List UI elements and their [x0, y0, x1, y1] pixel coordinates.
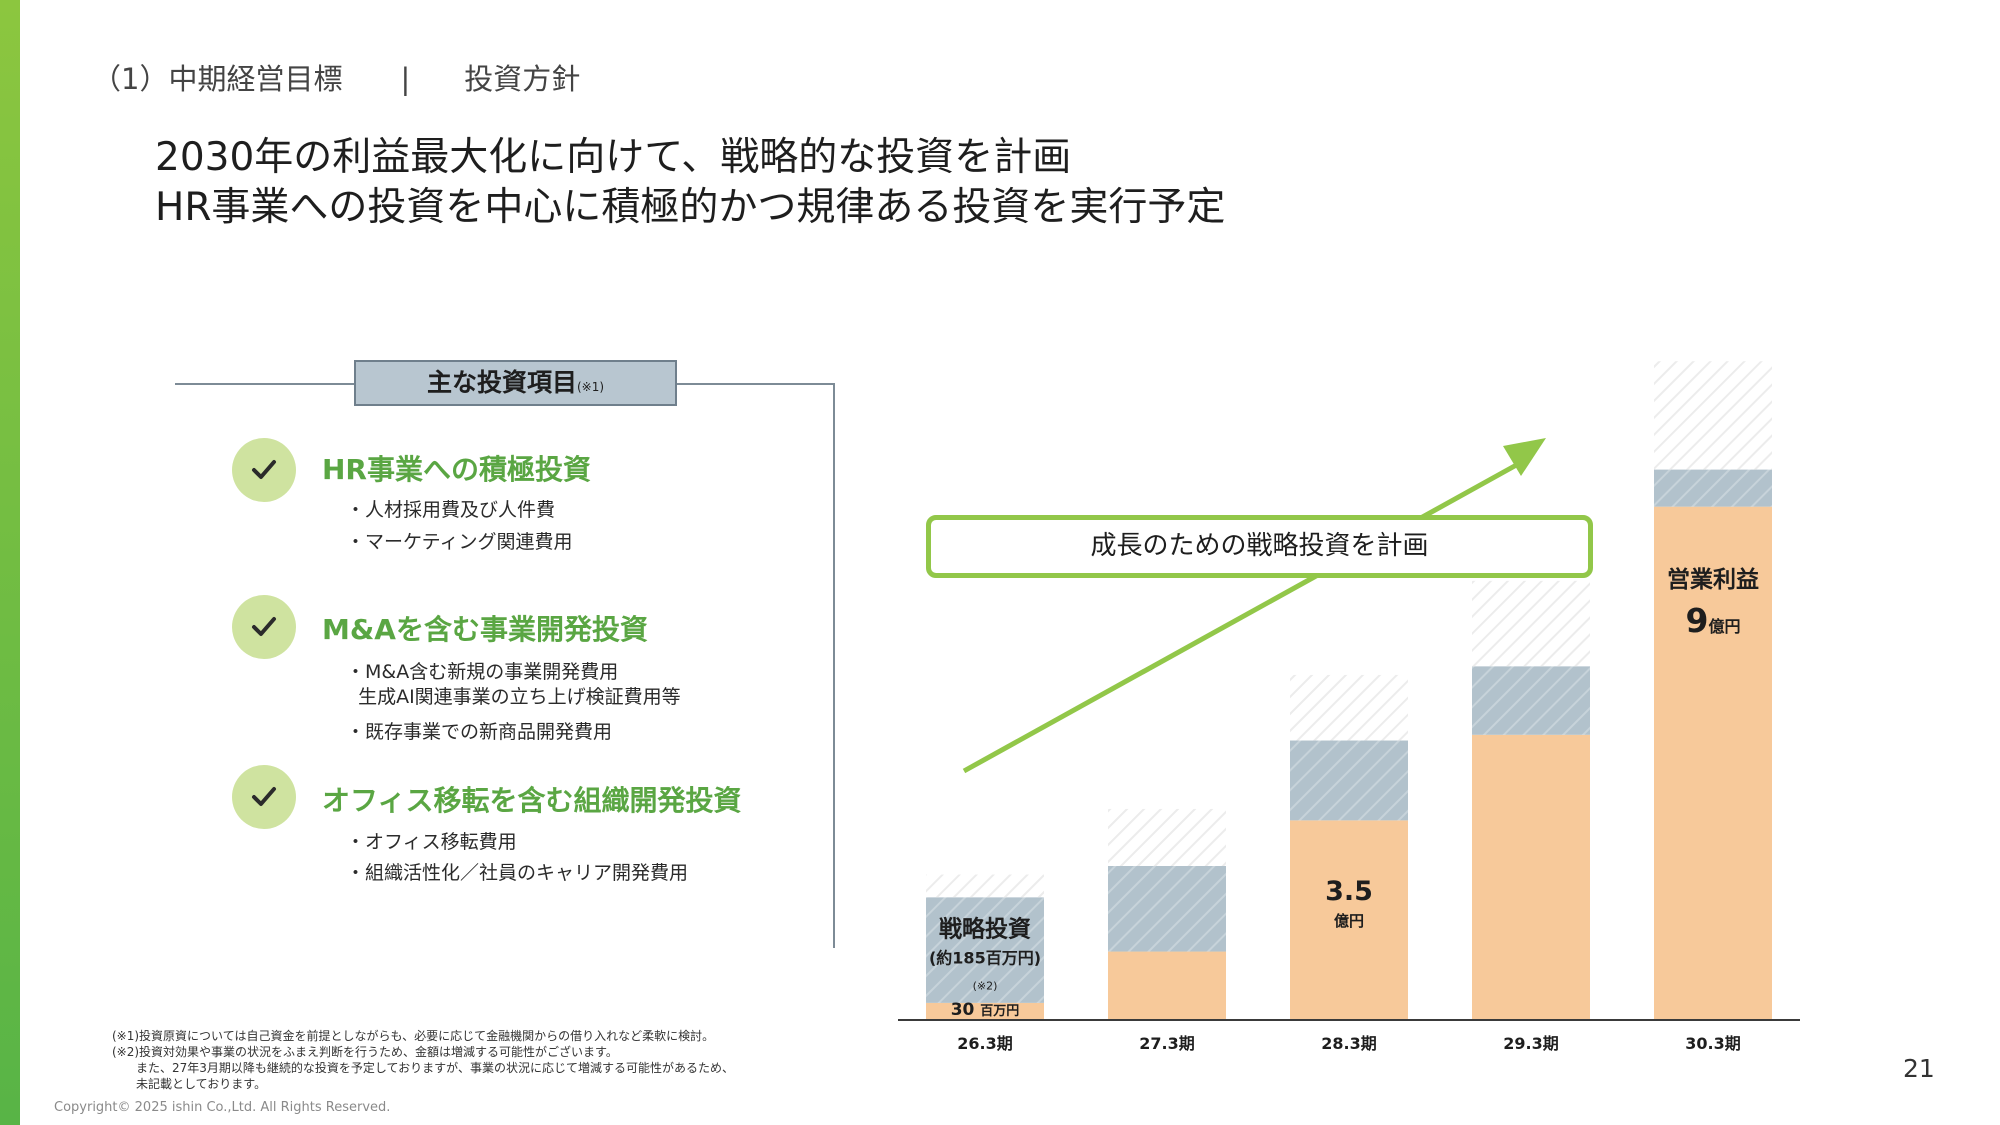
- item-title-office: オフィス移転を含む組織開発投資: [322, 784, 742, 817]
- x-tick-label: 26.3期: [957, 1034, 1012, 1053]
- profit-bar: [1290, 820, 1408, 1020]
- item-title-hr: HR事業への積極投資: [322, 453, 591, 486]
- investment-bar: [926, 897, 1044, 1003]
- accent-side-bar: [0, 0, 20, 1125]
- footnote-3: また、27年3月期以降も継続的な投資を予定しておりますが、事業の状況に応じて増減…: [112, 1061, 734, 1075]
- panel-title-note: (※1): [576, 380, 605, 394]
- investment-bar: [1654, 469, 1772, 507]
- bullet-office-1: ・オフィス移転費用: [346, 831, 517, 853]
- profit-bar: [1472, 734, 1590, 1020]
- footnote-2: (※2)投資対効果や事業の状況をふまえ判断を行うため、金額は増減する可能性がござ…: [112, 1045, 618, 1059]
- future-investment-bar: [1108, 808, 1226, 866]
- bullet-ma-3: ・既存事業での新商品開発費用: [346, 721, 613, 743]
- item-title-ma: M&Aを含む事業開発投資: [322, 613, 648, 646]
- checkmark-icon: [232, 765, 296, 829]
- profit-bar: [926, 1002, 1044, 1020]
- profit-label: 営業利益: [1667, 566, 1759, 593]
- panel-title-text: 主な投資項目: [426, 368, 577, 397]
- breadcrumb-separator: |: [400, 62, 411, 96]
- future-investment-bar: [1654, 361, 1772, 470]
- breadcrumb-page: 投資方針: [464, 62, 581, 96]
- data-unit-label: 億円: [1334, 912, 1364, 930]
- headline-line-1: 2030年の利益最大化に向けて、戦略的な投資を計画: [155, 135, 1072, 180]
- data-label: 3.5: [1325, 876, 1373, 907]
- x-tick-label: 29.3期: [1503, 1034, 1558, 1053]
- checkmark-icon: [232, 438, 296, 502]
- panel-border-right: [833, 383, 835, 948]
- x-tick-label: 27.3期: [1139, 1034, 1194, 1053]
- future-investment-bar: [1290, 674, 1408, 741]
- data-label: 30 百万円: [951, 1000, 1020, 1020]
- future-investment-bar: [926, 874, 1044, 898]
- footnote-4: 未記載としております。: [112, 1077, 267, 1091]
- investment-note-label: (※2): [973, 979, 998, 992]
- bullet-office-2: ・組織活性化／社員のキャリア開発費用: [346, 862, 689, 884]
- footnote-1: (※1)投資原資については自己資金を前提としながらも、必要に応じて金融機関からの…: [112, 1029, 715, 1043]
- page-headline: 2030年の利益最大化に向けて、戦略的な投資を計画 HR事業への投資を中心に積極…: [155, 133, 1225, 233]
- investment-bar: [1472, 666, 1590, 735]
- panel-title: 主な投資項目(※1): [354, 360, 677, 406]
- x-tick-label: 28.3期: [1321, 1034, 1376, 1053]
- strategy-callout: 成長のための戦略投資を計画: [926, 515, 1593, 578]
- investment-label: 戦略投資: [939, 915, 1031, 942]
- profit-bar: [1108, 951, 1226, 1020]
- investment-amount-label: (約185百万円): [929, 948, 1041, 967]
- future-investment-bar: [1472, 580, 1590, 667]
- investment-bar: [1108, 866, 1226, 952]
- headline-line-2: HR事業への投資を中心に積極的かつ規律ある投資を実行予定: [155, 185, 1226, 230]
- profit-bar: [1654, 506, 1772, 1021]
- bullet-ma-2: 生成AI関連事業の立ち上げ検証費用等: [346, 686, 681, 708]
- investment-bar: [1290, 740, 1408, 821]
- x-tick-label: 30.3期: [1685, 1034, 1740, 1053]
- growth-arrow: [962, 438, 1546, 774]
- data-label: 9億円: [1686, 601, 1741, 640]
- bullet-ma-1: ・M&A含む新規の事業開発費用: [346, 661, 619, 683]
- page-number: 21: [1903, 1054, 1935, 1083]
- checkmark-icon: [232, 595, 296, 659]
- copyright-text: Copyright© 2025 ishin Co.,Ltd. All Right…: [54, 1100, 391, 1115]
- breadcrumb-section: （1）中期経営目標: [92, 62, 343, 96]
- breadcrumb: （1）中期経営目標 | 投資方針: [92, 56, 580, 98]
- bullet-hr-1: ・人材採用費及び人件費: [346, 499, 556, 521]
- bullet-hr-2: ・マーケティング関連費用: [346, 531, 573, 553]
